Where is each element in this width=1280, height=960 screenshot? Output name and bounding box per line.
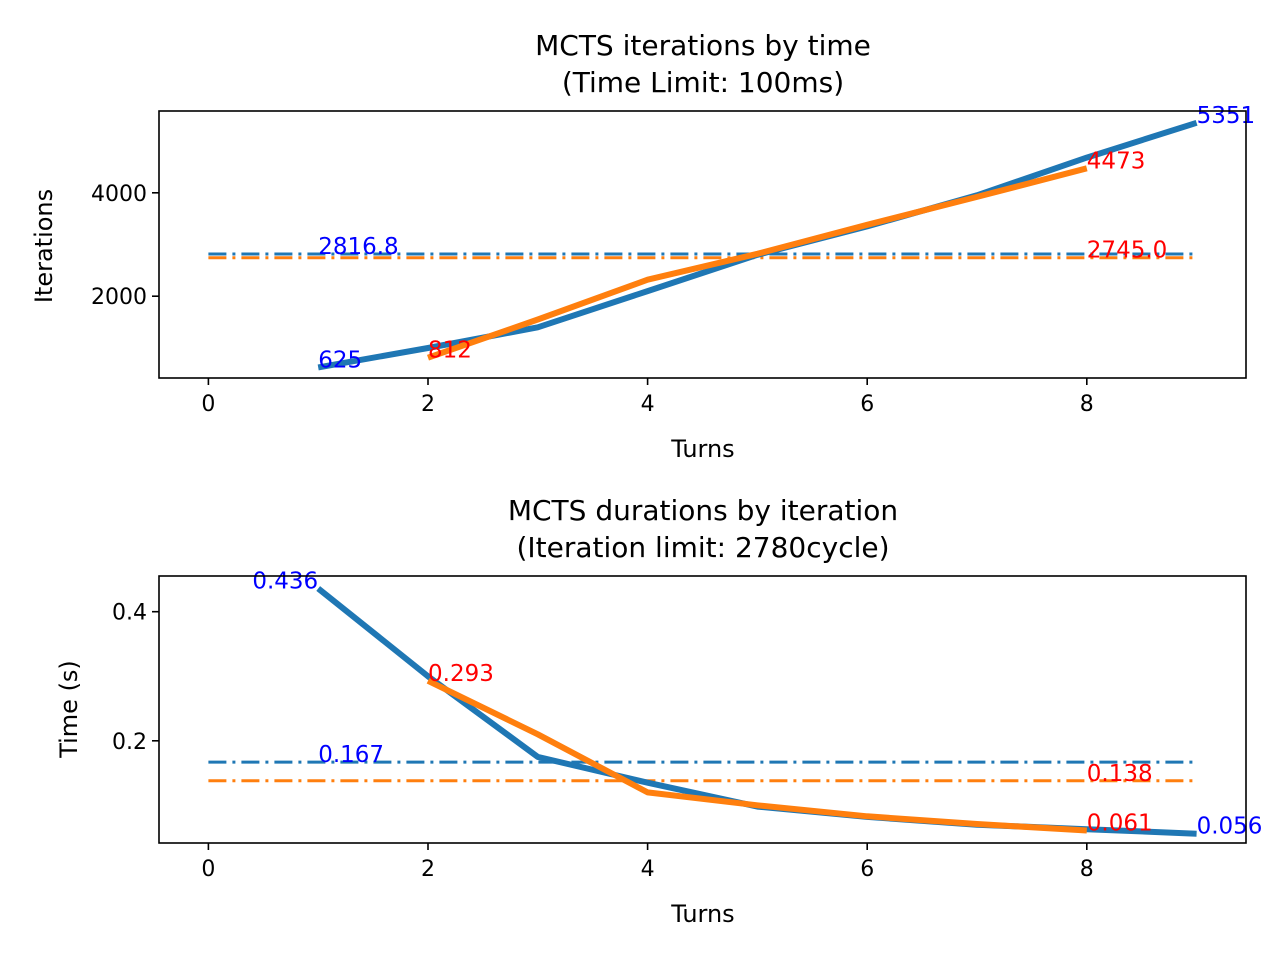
data-label: 4473 xyxy=(1087,148,1146,174)
y-tick-label: 4000 xyxy=(91,182,147,207)
chart-title-line1: MCTS iterations by time xyxy=(535,29,871,62)
y-axis-label: Time (s) xyxy=(55,660,83,759)
data-label: 0.293 xyxy=(428,661,494,687)
axes-frame xyxy=(158,110,1247,379)
y-tick-label: 0.4 xyxy=(112,601,147,626)
series-orange-line xyxy=(426,678,1087,834)
x-tick-label: 8 xyxy=(1080,392,1094,417)
data-label: 2745.0 xyxy=(1087,238,1167,264)
data-label: 2816.8 xyxy=(318,234,398,260)
x-tick-label: 4 xyxy=(641,392,655,417)
iterations-subplot: MCTS iterations by time (Time Limit: 100… xyxy=(30,29,1255,463)
x-axis-label: Turns xyxy=(670,900,734,928)
x-tick-label: 8 xyxy=(1080,857,1094,882)
x-tick-label: 2 xyxy=(421,392,435,417)
chart-title-line2: (Time Limit: 100ms) xyxy=(562,66,844,99)
data-label: 625 xyxy=(318,347,362,373)
y-tick-label: 2000 xyxy=(91,285,147,310)
data-label: 0.138 xyxy=(1087,761,1153,787)
data-label: 812 xyxy=(428,338,472,364)
chart-title-line1: MCTS durations by iteration xyxy=(508,494,898,527)
series-orange-line xyxy=(427,165,1088,361)
x-tick-label: 0 xyxy=(201,392,215,417)
data-label: 0.056 xyxy=(1197,814,1263,840)
axes-frame xyxy=(158,575,1247,844)
y-axis-label: Iterations xyxy=(30,189,58,303)
x-tick-label: 6 xyxy=(860,392,874,417)
chart-title-line2: (Iteration limit: 2780cycle) xyxy=(516,531,889,564)
data-label: 0.061 xyxy=(1087,811,1153,837)
x-axis-label: Turns xyxy=(670,435,734,463)
x-tick-label: 6 xyxy=(860,857,874,882)
x-tick-label: 2 xyxy=(421,857,435,882)
durations-subplot: MCTS durations by iteration (Iteration l… xyxy=(55,494,1262,928)
data-label: 0.167 xyxy=(318,742,384,768)
data-label: 0.436 xyxy=(252,569,318,595)
x-tick-label: 4 xyxy=(641,857,655,882)
y-tick-label: 0.2 xyxy=(112,730,147,755)
x-tick-label: 0 xyxy=(201,857,215,882)
